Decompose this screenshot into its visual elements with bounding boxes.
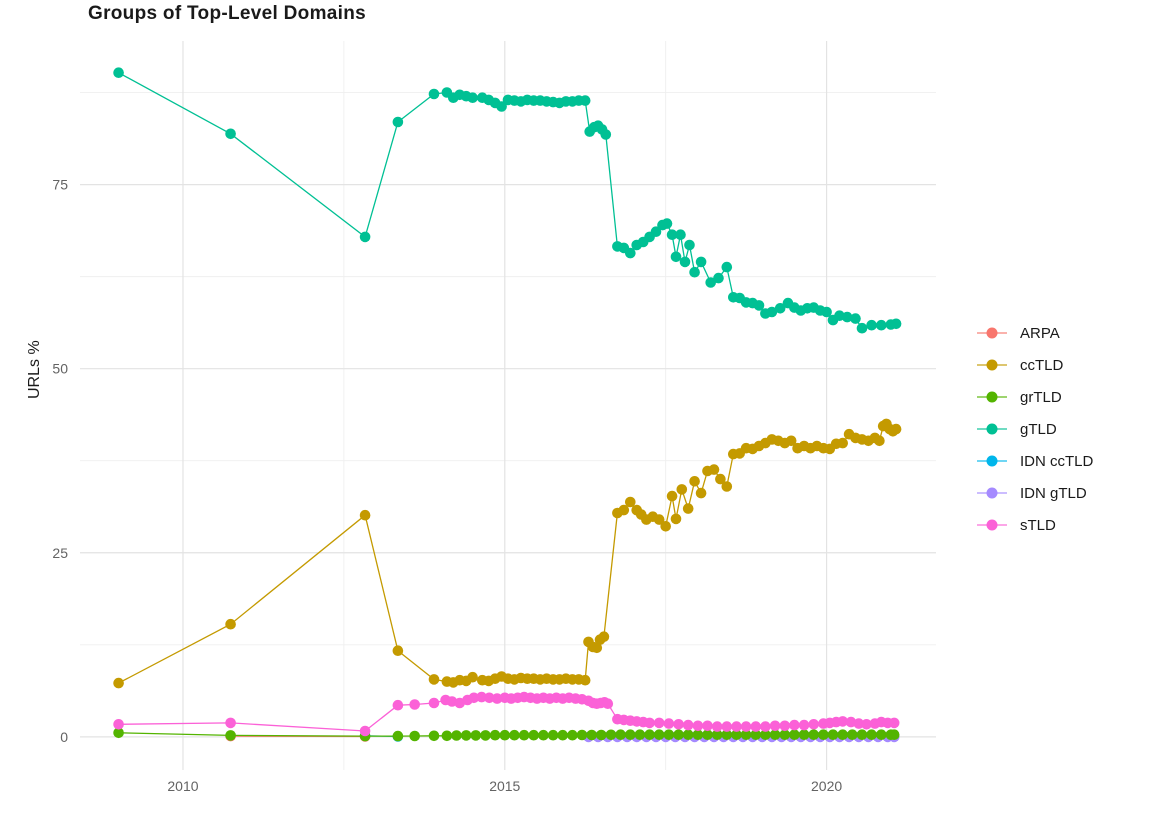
legend-item-cctld: ccTLD: [976, 354, 1162, 376]
series-cctld: [113, 418, 902, 689]
y-axis-title: URLs %: [26, 340, 43, 400]
series-grtld: [113, 727, 900, 742]
axis-tick-labels: 0 25 50 75 2010 2015 2020: [52, 177, 842, 794]
x-tick-label: 2010: [167, 778, 198, 794]
legend-label-cctld: ccTLD: [1020, 356, 1064, 374]
legend-key-idn-cctld: [977, 455, 1007, 467]
legend-label-gtld: gTLD: [1020, 420, 1057, 438]
y-tick-label: 50: [52, 361, 68, 377]
legend-item-grtld: grTLD: [976, 386, 1162, 408]
grid-minor: [80, 41, 936, 770]
grid-major: [80, 41, 936, 770]
chart-title: Groups of Top-Level Domains: [88, 3, 366, 24]
legend-key-stld: [977, 519, 1007, 531]
legend-label-stld: sTLD: [1020, 516, 1056, 534]
legend-key-grtld: [977, 391, 1007, 403]
legend-item-gtld: gTLD: [976, 418, 1162, 440]
x-tick-label: 2020: [811, 778, 842, 794]
legend-label-grtld: grTLD: [1020, 388, 1062, 406]
legend-label-idn-cctld: IDN ccTLD: [1020, 452, 1094, 470]
legend-label-arpa: ARPA: [1020, 324, 1060, 342]
legend-item-idn-cctld: IDN ccTLD: [976, 450, 1162, 472]
legend-item-idn-gtld: IDN gTLD: [976, 482, 1162, 504]
legend-label-idn-gtld: IDN gTLD: [1020, 484, 1087, 502]
legend-key-cctld: [977, 359, 1007, 371]
legend: ARPA ccTLD grTLD gTLD IDN ccTLD IDN gTLD sTLD: [976, 322, 1162, 546]
legend-key-gtld: [977, 423, 1007, 435]
legend-key-arpa: [977, 327, 1007, 339]
legend-item-stld: sTLD: [976, 514, 1162, 536]
legend-key-idn-gtld: [977, 487, 1007, 499]
x-tick-label: 2015: [489, 778, 520, 794]
legend-item-arpa: ARPA: [976, 322, 1162, 344]
y-tick-label: 25: [52, 545, 68, 561]
y-tick-label: 0: [60, 729, 68, 745]
series-gtld: [113, 67, 902, 334]
y-tick-label: 75: [52, 177, 68, 193]
series-stld: [113, 691, 900, 737]
